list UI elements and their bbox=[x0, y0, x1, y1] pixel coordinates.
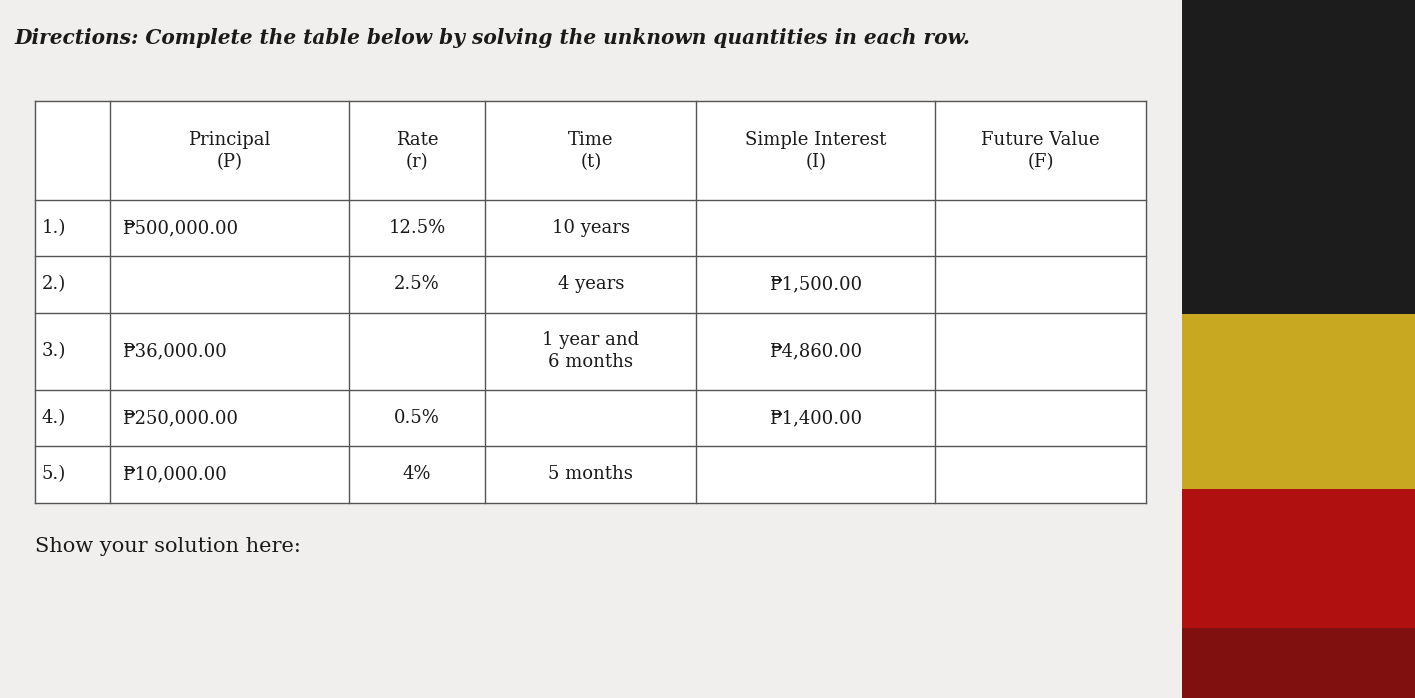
Text: ₱500,000.00: ₱500,000.00 bbox=[122, 219, 238, 237]
Text: ₱1,400.00: ₱1,400.00 bbox=[770, 409, 862, 427]
Text: ₱36,000.00: ₱36,000.00 bbox=[122, 343, 226, 360]
Text: Time
(t): Time (t) bbox=[567, 131, 614, 171]
Text: ₱1,500.00: ₱1,500.00 bbox=[770, 276, 862, 293]
Text: 1.): 1.) bbox=[41, 219, 65, 237]
Text: Show your solution here:: Show your solution here: bbox=[35, 537, 301, 556]
Text: Principal
(P): Principal (P) bbox=[188, 131, 270, 171]
Text: ₱10,000.00: ₱10,000.00 bbox=[122, 466, 226, 484]
Text: Directions: Complete the table below by solving the unknown quantities in each r: Directions: Complete the table below by … bbox=[14, 28, 971, 48]
Text: 2.5%: 2.5% bbox=[395, 276, 440, 293]
Bar bbox=[35, 101, 1146, 503]
Text: Rate
(r): Rate (r) bbox=[396, 131, 439, 171]
Text: 2.): 2.) bbox=[41, 276, 65, 293]
Bar bbox=[0, 0, 1182, 698]
Text: 0.5%: 0.5% bbox=[393, 409, 440, 427]
Text: 4 years: 4 years bbox=[558, 276, 624, 293]
Text: 4.): 4.) bbox=[41, 409, 65, 427]
Text: ₱4,860.00: ₱4,860.00 bbox=[770, 343, 862, 360]
Bar bbox=[1182, 314, 1415, 489]
Text: 5.): 5.) bbox=[41, 466, 65, 484]
Text: 4%: 4% bbox=[403, 466, 432, 484]
Bar bbox=[0, 0, 1182, 698]
Bar bbox=[1182, 628, 1415, 698]
Text: ₱250,000.00: ₱250,000.00 bbox=[122, 409, 238, 427]
Text: Future Value
(F): Future Value (F) bbox=[981, 131, 1099, 171]
Text: 5 months: 5 months bbox=[549, 466, 633, 484]
Text: 1 year and
6 months: 1 year and 6 months bbox=[542, 332, 640, 371]
Text: 12.5%: 12.5% bbox=[388, 219, 446, 237]
Bar bbox=[1182, 0, 1415, 314]
Text: 10 years: 10 years bbox=[552, 219, 630, 237]
Text: 3.): 3.) bbox=[41, 343, 65, 360]
Text: Simple Interest
(I): Simple Interest (I) bbox=[744, 131, 886, 171]
Bar bbox=[1182, 489, 1415, 628]
